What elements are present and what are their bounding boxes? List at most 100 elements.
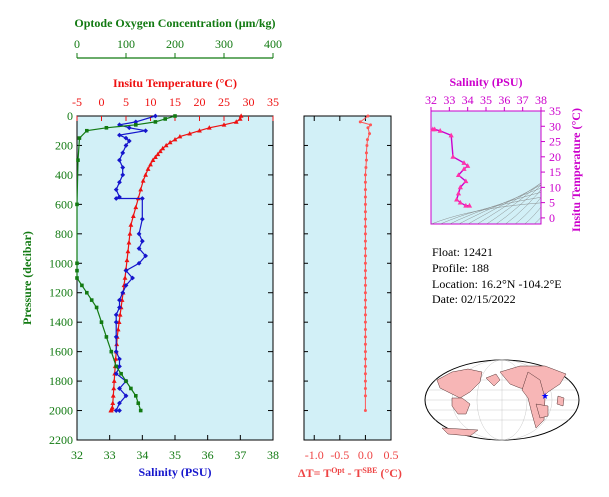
- oxygen-point: [119, 371, 123, 376]
- salinity-point: [139, 216, 145, 222]
- temperature-tick-label: 30: [243, 95, 255, 109]
- temperature-point: [130, 213, 136, 218]
- pressure-tick-label: 1400: [49, 315, 73, 329]
- ts-salinity-tick-label: 37: [517, 93, 529, 107]
- salinity-tick-label: 38: [267, 448, 279, 462]
- density-contour: [440, 197, 541, 224]
- pressure-tick-label: 800: [55, 227, 73, 241]
- temperature-point: [172, 136, 178, 142]
- salinity-point: [123, 143, 129, 148]
- delta-t-point: [363, 195, 367, 199]
- ts-salinity-tick-label: 32: [425, 93, 437, 107]
- oxygen-tick-label: 300: [215, 37, 233, 51]
- ts-point: [466, 202, 473, 208]
- delta-t-plot-background: [303, 115, 392, 441]
- salinity-point: [113, 349, 119, 355]
- profile-panel: 0200400600800100012001400160018002000220…: [20, 16, 282, 479]
- salinity-point: [153, 113, 158, 119]
- temperature-point: [111, 378, 117, 383]
- salinity-point: [123, 268, 129, 274]
- delta-t-point: [363, 283, 367, 287]
- salinity-point: [117, 400, 122, 406]
- ts-point: [450, 154, 456, 159]
- temperature-point: [148, 162, 153, 167]
- salinity-point: [133, 119, 139, 125]
- oxygen-point: [173, 114, 177, 118]
- delta-t-point: [363, 173, 367, 177]
- ts-plot-background: [430, 110, 542, 225]
- salinity-point: [136, 246, 142, 251]
- temperature-point: [138, 187, 144, 192]
- salinity-tick-label: 33: [104, 448, 116, 462]
- temperature-point: [187, 131, 193, 136]
- salinity-point: [123, 282, 129, 288]
- temperature-axis-title: Insitu Temperature (°C): [113, 76, 237, 90]
- delta-t-point: [363, 298, 367, 302]
- salinity-point: [136, 231, 142, 237]
- ts-point: [455, 190, 462, 196]
- delta-t-tick-label: 0.0: [358, 448, 373, 462]
- pressure-tick-label: 1600: [49, 345, 73, 359]
- salinity-point: [117, 305, 122, 310]
- oxygen-point: [76, 158, 80, 162]
- delta-t-point: [363, 188, 367, 192]
- delta-t-point: [363, 239, 367, 243]
- temperature-line: [110, 115, 242, 412]
- delta-t-axis-title: ΔT= TOpt - TSBE (°C): [298, 466, 402, 481]
- temperature-point: [177, 134, 183, 139]
- delta-t-point: [363, 217, 367, 221]
- salinity-point: [120, 172, 126, 178]
- delta-t-point: [363, 210, 367, 214]
- salinity-point: [136, 260, 142, 266]
- salinity-point: [113, 187, 119, 193]
- temperature-point: [111, 385, 117, 391]
- delta-t-tick-label: -1.0: [305, 448, 324, 462]
- ts-salinity-tick-label: 36: [498, 93, 510, 107]
- delta-t-point: [363, 335, 367, 339]
- ts-point: [454, 196, 460, 202]
- salinity-tick-label: 36: [202, 448, 214, 462]
- density-contour: [467, 184, 541, 224]
- oxygen-point: [75, 202, 79, 207]
- oxygen-point: [85, 128, 89, 133]
- salinity-point: [117, 386, 122, 391]
- oxygen-point: [104, 125, 109, 130]
- oxygen-point: [75, 268, 79, 273]
- temperature-tick-label: 20: [194, 95, 206, 109]
- salinity-point: [120, 150, 126, 156]
- pressure-tick-label: 1200: [49, 286, 73, 300]
- salinity-tick-label: 37: [234, 448, 246, 462]
- delta-t-point: [363, 247, 367, 251]
- oxygen-point: [153, 120, 158, 124]
- delta-t-point: [363, 394, 367, 398]
- temperature-point: [238, 113, 244, 118]
- density-contour: [477, 182, 541, 224]
- ts-temperature-tick-label: 35: [549, 104, 561, 118]
- temperature-point: [127, 231, 133, 236]
- oxygen-point: [77, 136, 82, 140]
- ts-temperature-tick-label: 0: [549, 211, 555, 225]
- temperature-point: [143, 172, 148, 177]
- delta-t-point: [363, 320, 367, 324]
- ts-salinity-tick-label: 33: [443, 93, 455, 107]
- salinity-point: [117, 179, 122, 185]
- ts-salinity-tick-label: 35: [480, 93, 492, 107]
- pressure-axis: 0 200 400 600 800 1000 1200 1400 1600 1800 2000 220…: [49, 109, 273, 447]
- profile-date: Date: 02/15/2022: [432, 292, 516, 306]
- oxygen-point: [109, 349, 114, 354]
- pressure-tick-label: 1000: [49, 256, 73, 270]
- salinity-point: [143, 253, 148, 259]
- salinity-point: [143, 128, 148, 134]
- oxygen-point: [94, 305, 99, 310]
- temperature-point: [117, 312, 123, 317]
- salinity-point: [117, 194, 122, 200]
- salinity-point: [117, 408, 122, 413]
- ts-point: [461, 160, 467, 165]
- temperature-tick-label: 5: [123, 95, 129, 109]
- salinity-point: [113, 196, 119, 201]
- oxygen-point: [99, 320, 104, 324]
- profile-plot-background: [76, 115, 274, 441]
- temperature-tick-label: 0: [99, 95, 105, 109]
- float-location-marker: ★: [541, 392, 549, 402]
- delta-t-point: [366, 126, 370, 130]
